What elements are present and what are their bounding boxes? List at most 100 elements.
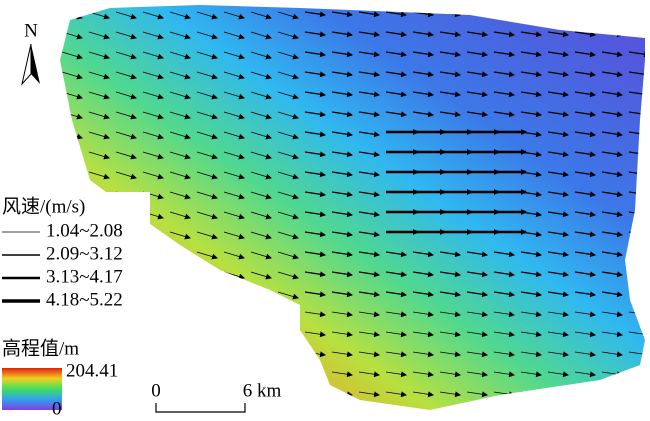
wind-arrow (412, 371, 434, 378)
wind-arrow (277, 51, 299, 60)
wind-arrow (331, 251, 353, 258)
wind-arrow (493, 51, 515, 58)
wind-arrow (358, 331, 380, 338)
wind-arrow (277, 271, 299, 280)
wind-arrow (223, 231, 245, 240)
wind-arrow (169, 271, 191, 280)
wind-arrow (358, 391, 380, 398)
wind-arrow (520, 291, 542, 298)
wind-arrow (250, 71, 272, 80)
wind-arrow (412, 311, 434, 318)
wind-arrow (304, 131, 326, 138)
wind-arrow (628, 131, 645, 138)
wind-arrow (61, 171, 83, 180)
wind-arrow (304, 171, 326, 178)
wind-arrow (547, 251, 569, 258)
wind-arrow (277, 371, 299, 380)
wind-arrow (574, 131, 596, 138)
wind-arrow (439, 91, 461, 98)
wind-arrow (547, 71, 569, 78)
wind-arrow (520, 331, 542, 338)
wind-arrow (169, 131, 191, 140)
wind-arrow (628, 371, 645, 378)
wind-arrow (115, 131, 137, 140)
wind-arrow (547, 351, 569, 358)
wind-arrow (277, 351, 299, 360)
wind-arrow (304, 51, 326, 58)
wind-arrow (196, 271, 218, 280)
wind-arrow (142, 91, 164, 100)
wind-arrow (466, 31, 488, 38)
wind-arrow (574, 291, 596, 298)
wind-arrow (169, 211, 191, 220)
wind-arrow (601, 51, 623, 58)
wind-arrow (466, 51, 488, 58)
wind-arrow (547, 211, 569, 218)
wind-arrow (304, 31, 326, 38)
wind-arrow (547, 131, 569, 138)
elevation-legend-title: 高程值/m (2, 337, 79, 359)
wind-arrow (601, 291, 623, 298)
wind-arrow (223, 191, 245, 200)
wind-arrow (601, 171, 623, 178)
wind-arrow (628, 271, 645, 278)
wind-arrow (331, 271, 353, 278)
wind-arrow (358, 51, 380, 58)
elevation-min: 0 (52, 398, 62, 419)
wind-arrow (196, 31, 218, 40)
wind-arrow (547, 371, 569, 378)
wind-arrow (358, 151, 380, 158)
wind-arrow (493, 71, 515, 78)
wind-arrow (547, 111, 569, 118)
wind-arrow (574, 171, 596, 178)
wind-arrow (412, 391, 434, 398)
wind-arrow (358, 191, 380, 198)
wind-arrow (466, 71, 488, 78)
wind-arrow (493, 291, 515, 298)
wind-arrow (223, 71, 245, 80)
wind-arrow (574, 191, 596, 198)
wind-arrow (142, 71, 164, 80)
wind-arrow (520, 51, 542, 58)
wind-arrow (493, 351, 515, 358)
wind-arrow (88, 31, 110, 40)
wind-arrow (169, 311, 191, 320)
wind-arrow (601, 351, 623, 358)
wind-arrow (224, 412, 244, 418)
wind-arrow (331, 311, 353, 318)
wind-arrow (250, 231, 272, 240)
wind-arrow (115, 91, 137, 100)
wind-arrow (520, 11, 542, 18)
wind-arrow (493, 251, 515, 258)
wind-arrow (250, 31, 272, 40)
wind-arrow (304, 371, 326, 378)
wind-arrow (601, 11, 623, 18)
wind-arrow (574, 211, 596, 218)
wind-arrow (304, 251, 326, 258)
wind-arrow (412, 71, 434, 78)
wind-arrow (494, 412, 514, 415)
wind-arrow (331, 291, 353, 298)
wind-arrow (547, 271, 569, 278)
wind-arrow (628, 351, 645, 358)
wind-arrow (331, 11, 353, 18)
wind-arrow (574, 111, 596, 118)
wind-arrow (331, 71, 353, 78)
wind-arrow (196, 171, 218, 180)
wind-arrow (277, 251, 299, 260)
wind-arrow (601, 151, 623, 158)
wind-arrow (169, 291, 191, 300)
wind-arrow (358, 211, 380, 218)
wind-arrow (196, 131, 218, 140)
wind-arrow (439, 251, 461, 258)
wind-arrow (601, 331, 623, 338)
wind-arrow (115, 31, 137, 40)
wind-arrow (547, 91, 569, 98)
wind-arrow (304, 151, 326, 158)
wind-legend: 1.04~2.082.09~3.123.13~4.174.18~5.22 (2, 220, 123, 310)
wind-arrow (385, 311, 407, 318)
wind-arrow (412, 351, 434, 358)
study-area (60, 5, 645, 410)
wind-arrow (467, 412, 487, 415)
wind-arrow (628, 291, 645, 298)
